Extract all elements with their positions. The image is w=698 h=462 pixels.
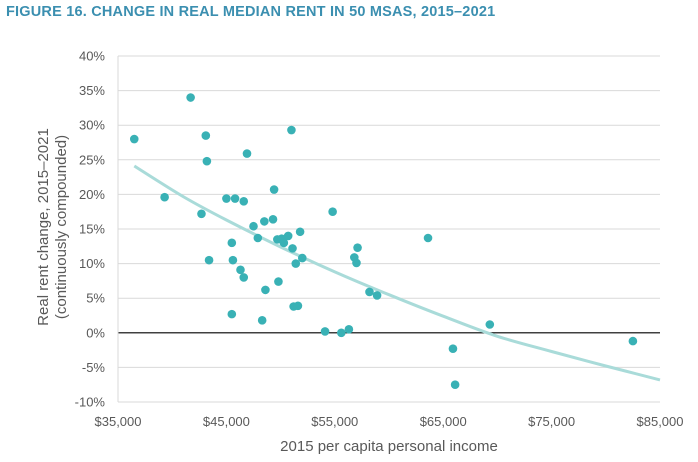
data-point — [239, 273, 249, 282]
x-tick-label: $65,000 — [420, 414, 467, 429]
x-tick-label: $45,000 — [203, 414, 250, 429]
y-tick-label: 40% — [79, 49, 105, 64]
data-point — [283, 231, 293, 241]
y-axis-label-line-2: (continuously compounded) — [53, 135, 70, 319]
data-point — [227, 238, 237, 248]
data-point — [628, 336, 638, 346]
data-point — [450, 380, 460, 390]
data-point — [287, 125, 296, 135]
data-point — [274, 277, 283, 286]
data-point — [269, 185, 279, 194]
y-tick-label: -5% — [82, 360, 106, 375]
y-tick-label: 10% — [79, 256, 105, 271]
data-point — [268, 215, 278, 224]
data-point — [320, 327, 330, 336]
data-point — [293, 301, 303, 311]
data-point — [291, 259, 301, 268]
data-point — [344, 325, 354, 334]
data-point — [257, 316, 267, 325]
data-point — [186, 93, 195, 102]
data-point — [253, 233, 263, 243]
data-point — [297, 253, 307, 263]
x-tick-label: $75,000 — [528, 414, 575, 429]
data-point — [328, 207, 337, 216]
data-point — [423, 233, 433, 243]
data-point — [249, 221, 258, 231]
data-point — [222, 194, 231, 203]
data-point — [239, 197, 249, 206]
data-point — [201, 131, 211, 140]
data-point — [228, 255, 238, 265]
data-point — [227, 309, 237, 319]
y-tick-label: 30% — [79, 118, 105, 133]
x-tick-label: $85,000 — [637, 414, 684, 429]
x-tick-labels: $35,000 $45,000 $55,000 $65,000 $75,000 $85,0… — [95, 414, 684, 429]
trend-line — [133, 164, 661, 382]
y-tick-label: 25% — [79, 152, 105, 167]
data-point — [448, 344, 458, 354]
data-point — [261, 285, 270, 295]
data-point — [295, 227, 305, 237]
data-point — [160, 192, 169, 202]
figure-title: FIGURE 16. CHANGE IN REAL MEDIAN RENT IN… — [6, 4, 496, 20]
data-point — [202, 156, 212, 166]
data-point — [365, 287, 374, 297]
gridlines — [117, 55, 660, 403]
data-point — [204, 255, 214, 265]
y-tick-label: -10% — [75, 395, 106, 410]
data-point — [260, 217, 269, 226]
data-point — [279, 238, 289, 248]
data-point — [236, 265, 245, 275]
x-tick-label: $55,000 — [311, 414, 358, 429]
y-tick-label: 5% — [86, 291, 105, 306]
data-points — [129, 93, 638, 390]
data-point — [197, 209, 206, 219]
data-point — [230, 194, 240, 203]
y-tick-labels: -10% -5% 0% 5% 10% 15% 20% 25% 30% 35% 40% — [75, 49, 106, 410]
data-point — [353, 243, 362, 252]
y-tick-label: 35% — [79, 83, 105, 98]
y-axis-label-line-1: Real rent change, 2015–2021 — [35, 128, 52, 326]
data-point — [242, 149, 252, 158]
y-tick-label: 0% — [86, 325, 105, 340]
x-tick-label: $35,000 — [95, 414, 142, 429]
y-tick-label: 15% — [79, 222, 105, 237]
y-tick-label: 20% — [79, 187, 105, 202]
data-point — [372, 291, 382, 300]
x-axis-label: 2015 per capita personal income — [280, 438, 498, 455]
data-point — [485, 320, 495, 329]
data-point — [352, 258, 361, 268]
data-point — [129, 134, 139, 144]
data-point — [288, 244, 297, 253]
data-point — [337, 328, 346, 338]
trend-line-group — [133, 164, 661, 382]
